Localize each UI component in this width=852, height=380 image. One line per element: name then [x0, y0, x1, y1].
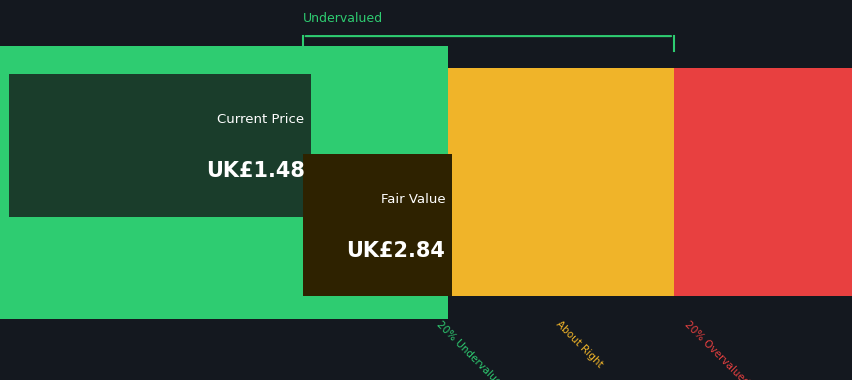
- Text: About Right: About Right: [554, 319, 604, 370]
- Bar: [447, 68, 673, 296]
- Text: UK£1.48: UK£1.48: [205, 161, 304, 181]
- Text: Undervalued: Undervalued: [302, 12, 383, 25]
- Text: Fair Value: Fair Value: [380, 193, 445, 206]
- Bar: [0, 46, 447, 68]
- Bar: [0, 68, 447, 296]
- Bar: [0, 294, 447, 319]
- Text: UK£2.84: UK£2.84: [346, 241, 445, 261]
- Text: Current Price: Current Price: [217, 113, 304, 126]
- Bar: [673, 68, 852, 296]
- Bar: [302, 154, 452, 296]
- Text: 47.7%: 47.7%: [302, 0, 370, 2]
- Text: 20% Overvalued: 20% Overvalued: [682, 319, 750, 380]
- Text: 20% Undervalued: 20% Undervalued: [435, 319, 507, 380]
- Bar: [9, 74, 311, 217]
